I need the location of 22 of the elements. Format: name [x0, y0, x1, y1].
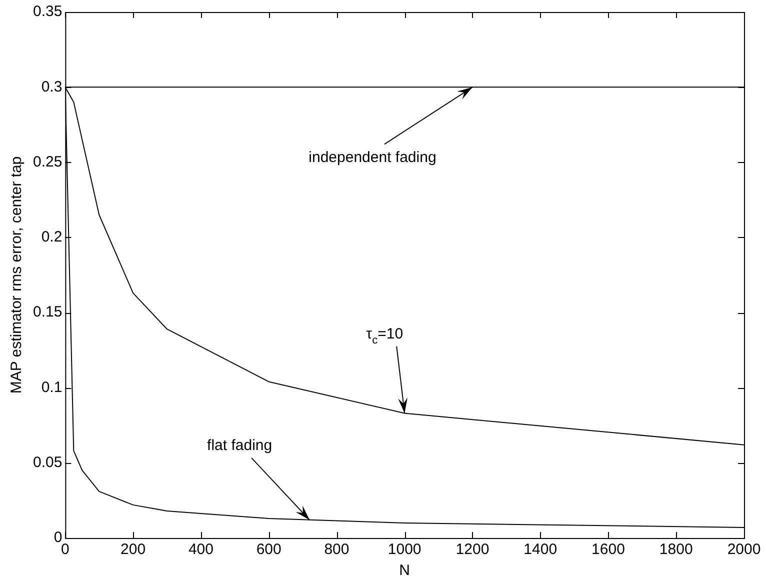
- annotation: independent fading: [308, 149, 436, 166]
- x-tick-label: 2000: [727, 541, 761, 558]
- x-tick-label: 1400: [524, 541, 558, 558]
- x-tick-label: 600: [256, 541, 282, 558]
- x-tick-label: 200: [120, 541, 146, 558]
- x-tick-label: 400: [188, 541, 214, 558]
- x-tick-label: 1800: [659, 541, 693, 558]
- x-tick-label: 800: [324, 541, 350, 558]
- y-tick-label: 0.35: [32, 3, 62, 20]
- x-axis-title: N: [399, 562, 410, 580]
- annotation: flat fading: [207, 436, 272, 454]
- x-tick-label: 1200: [456, 541, 490, 558]
- x-tick-label: 1000: [388, 541, 422, 558]
- y-tick-label: 0.3: [41, 78, 62, 96]
- y-tick-label: 0.05: [32, 454, 62, 471]
- y-tick-label: 0: [54, 529, 62, 546]
- y-tick-label: 0.1: [41, 378, 62, 396]
- y-axis-title: MAP estimator rms error, center tap: [8, 156, 26, 394]
- y-tick-label: 0.25: [32, 153, 62, 170]
- y-tick-label: 0.15: [32, 304, 62, 321]
- y-tick-label: 0.2: [41, 228, 62, 246]
- x-tick-label: 1600: [592, 541, 625, 558]
